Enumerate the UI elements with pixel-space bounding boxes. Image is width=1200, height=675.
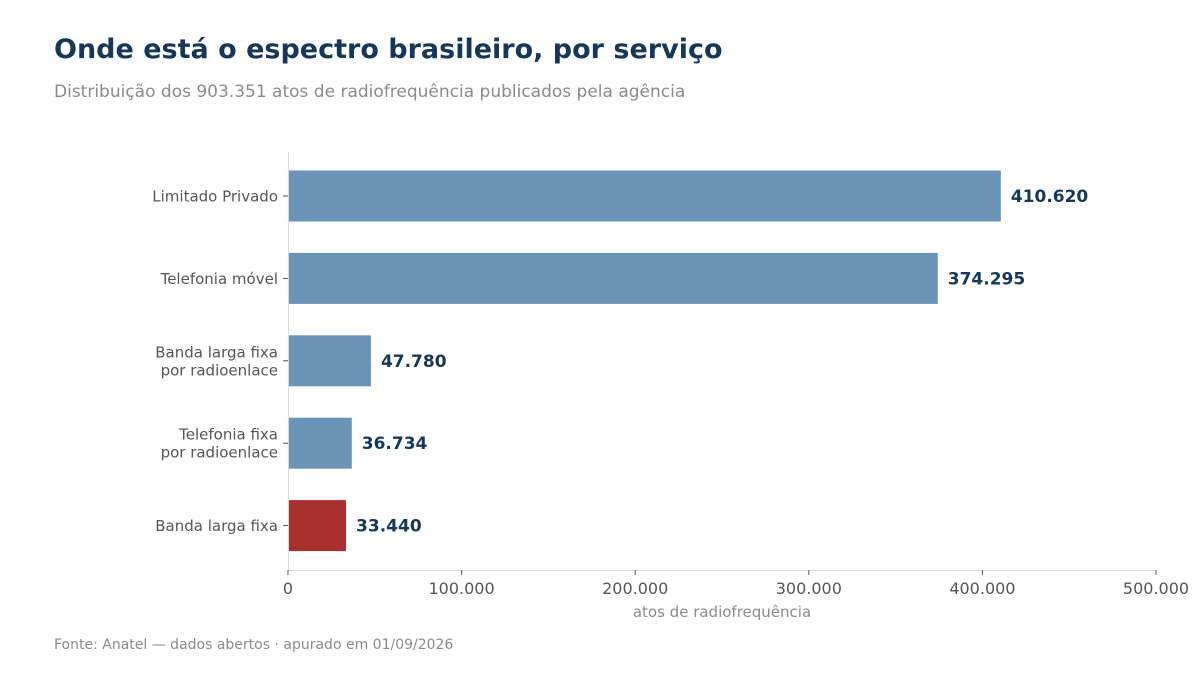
bar	[289, 417, 352, 469]
x-tick-label: 300.000	[776, 579, 842, 598]
category-label: Banda larga fixa por radioenlace	[155, 343, 278, 379]
category-label-line: Telefonia fixa	[178, 426, 278, 444]
bar	[289, 335, 371, 387]
x-tick-label: 200.000	[602, 579, 668, 598]
x-tick-label: 0	[283, 579, 293, 598]
value-label: 33.440	[356, 517, 422, 537]
labels-layer: Limitado Privado 410.620 Telefonia móvel 37…	[152, 187, 1088, 537]
category-label: Telefonia fixa por radioenlace	[161, 426, 278, 462]
bar	[289, 500, 347, 552]
value-label: 36.734	[362, 434, 428, 454]
source-note: Fonte: Anatel — dados abertos · apurado …	[54, 637, 454, 653]
category-label: Limitado Privado	[152, 188, 278, 206]
x-tick-label: 100.000	[429, 579, 495, 598]
x-tick-label: 400.000	[949, 579, 1015, 598]
bar	[289, 252, 938, 304]
category-label-line: por radioenlace	[161, 361, 278, 379]
category-label-line: Banda larga fixa	[155, 343, 278, 361]
x-axis-title: atos de radiofrequência	[633, 603, 811, 621]
bar	[289, 170, 1001, 222]
axes-layer: 0 100.000 200.000 300.000 400.000 500.000 atos…	[283, 152, 1189, 621]
category-label: Banda larga fixa	[155, 517, 278, 535]
chart-title: Onde está o espectro brasileiro, por ser…	[54, 34, 723, 65]
category-label-line: por radioenlace	[161, 444, 278, 462]
category-label: Telefonia móvel	[160, 270, 278, 288]
chart-subtitle: Distribuição dos 903.351 atos de radiofr…	[54, 82, 686, 102]
x-tick-label: 500.000	[1123, 579, 1189, 598]
value-label: 47.780	[381, 352, 447, 372]
value-label: 410.620	[1011, 187, 1089, 207]
value-label: 374.295	[948, 269, 1025, 289]
bars-layer	[289, 170, 1001, 552]
